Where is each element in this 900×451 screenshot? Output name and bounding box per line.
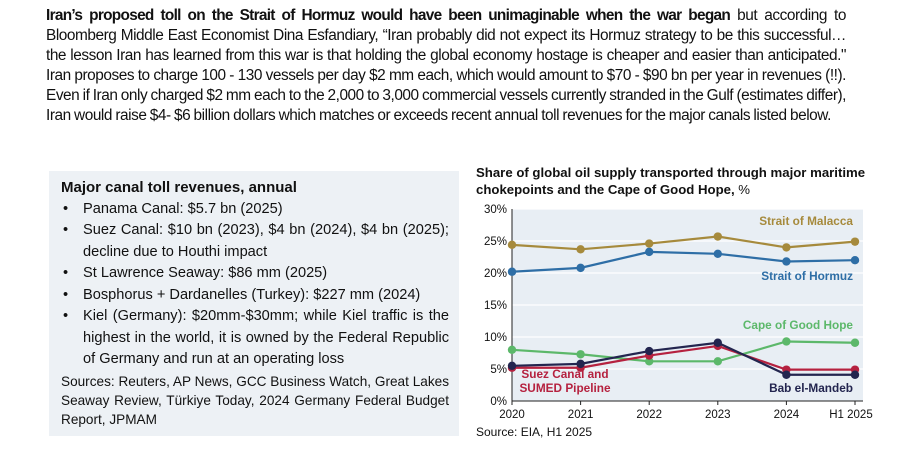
list-item: Suez Canal: $10 bn (2023), $4 bn (2024),… <box>61 220 449 263</box>
canal-toll-box: Major canal toll revenues, annual Panama… <box>49 171 459 436</box>
list-item: St Lawrence Seaway: $86 mm (2025) <box>61 263 449 285</box>
data-point <box>850 370 860 379</box>
y-tick-label: 20% <box>484 268 507 280</box>
series-label: Suez Canal and <box>521 367 608 381</box>
series-label: Strait of Hormuz <box>761 269 853 283</box>
series-line-1 <box>511 250 856 273</box>
data-point <box>645 357 654 366</box>
data-point <box>782 257 791 266</box>
body-paragraph: Iran’s proposed toll on the Strait of Ho… <box>46 6 846 126</box>
paragraph-text: but according to Bloomberg Middle East E… <box>46 7 846 124</box>
x-tick-label: 2021 <box>568 409 594 421</box>
y-tick-label: 0% <box>490 396 507 408</box>
series-line-3 <box>512 344 855 371</box>
data-point <box>576 263 585 273</box>
y-tick-label: 25% <box>484 236 507 248</box>
line-chart: 0% 5% 10% 15% 20% 25% 30% 2020 2021 2022 2023 2024 H… <box>484 204 873 421</box>
y-tick-label: 10% <box>484 332 507 344</box>
x-tick-label: 2024 <box>774 409 800 421</box>
chart-title-unit: % <box>734 182 751 197</box>
chart-source: Source: EIA, H1 2025 <box>476 425 593 439</box>
list-item: Kiel (Germany): $20mm-$30mm; while Kiel … <box>61 306 449 371</box>
data-point <box>782 370 791 379</box>
data-point <box>850 256 860 265</box>
series-label: Bab el-Mandeb <box>769 381 853 395</box>
series-line-2 <box>511 340 856 363</box>
toll-list: Panama Canal: $5.7 bn (2025) Suez Canal:… <box>61 199 449 371</box>
data-point <box>576 350 585 359</box>
box-sources: Sources: Reuters, AP News, GCC Business … <box>61 373 449 427</box>
data-point <box>645 239 654 248</box>
series-line-0 <box>511 235 856 251</box>
series-label: SUMED Pipeline <box>519 381 611 395</box>
data-point <box>507 267 517 276</box>
data-point <box>645 247 654 257</box>
chart-title-text: Share of global oil supply transported t… <box>476 165 866 197</box>
data-point <box>507 361 517 370</box>
x-tick-label: H1 2025 <box>829 409 872 421</box>
data-point <box>782 243 791 252</box>
paragraph-bold-lead: Iran’s proposed toll on the Strait of Ho… <box>46 7 731 24</box>
data-point <box>713 338 722 347</box>
x-tick-label: 2023 <box>705 409 731 421</box>
data-point <box>713 249 722 258</box>
x-tick-label: 2020 <box>499 409 525 421</box>
series-label: Cape of Good Hope <box>743 318 854 332</box>
y-tick-label: 15% <box>484 300 507 312</box>
data-point <box>850 338 860 347</box>
data-point <box>576 245 585 254</box>
data-point <box>850 237 860 246</box>
data-point <box>645 346 654 356</box>
data-point <box>713 357 722 366</box>
box-title: Major canal toll revenues, annual <box>61 179 297 196</box>
series-line-4 <box>511 341 855 376</box>
x-tick-label: 2022 <box>636 409 662 421</box>
data-point <box>507 240 517 250</box>
y-tick-label: 30% <box>484 204 507 216</box>
list-item: Panama Canal: $5.7 bn (2025) <box>61 199 449 221</box>
data-point <box>576 359 585 369</box>
chart-title: Share of global oil supply transported t… <box>476 164 896 198</box>
list-item: Bosphorus + Dardanelles (Turkey): $227 m… <box>61 285 449 307</box>
data-point <box>782 337 791 346</box>
series-label: Strait of Malacca <box>759 214 853 228</box>
data-point <box>507 345 517 354</box>
data-point <box>713 232 722 241</box>
y-tick-label: 5% <box>490 364 507 376</box>
